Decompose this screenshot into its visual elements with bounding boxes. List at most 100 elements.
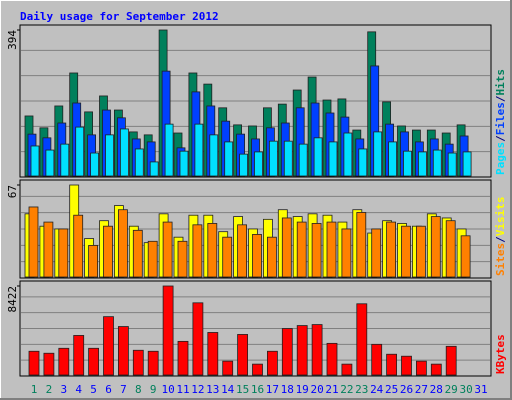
x-tick-label: 19 [296, 383, 309, 396]
bar [120, 128, 129, 177]
bar [432, 149, 442, 177]
bar [43, 352, 55, 376]
bar [30, 145, 40, 177]
bar [207, 332, 219, 376]
x-tick-label: 16 [251, 383, 264, 396]
y-tick-label: 394 [6, 30, 19, 50]
bar [43, 221, 54, 278]
bar [296, 221, 307, 278]
bar [147, 240, 158, 278]
bar [296, 325, 308, 376]
bar [371, 228, 382, 278]
bar [326, 221, 337, 278]
bar [388, 141, 398, 177]
bar [28, 350, 40, 376]
chart-title: Daily usage for September 2012 [20, 10, 219, 23]
bar [415, 225, 426, 278]
bar [268, 140, 278, 177]
bar [343, 132, 353, 177]
legend: Sites/Visits [494, 197, 507, 277]
x-tick-label: 24 [370, 383, 384, 396]
bar [356, 212, 367, 278]
bar [162, 221, 173, 278]
x-tick-label: 22 [340, 383, 353, 396]
bar [209, 134, 219, 177]
x-tick-label: 14 [221, 383, 235, 396]
x-tick-label: 27 [415, 383, 428, 396]
bar [313, 137, 323, 177]
bar [118, 209, 128, 278]
bar [298, 143, 308, 177]
bar [417, 151, 427, 177]
x-tick-label: 11 [176, 383, 189, 396]
x-tick-label: 20 [310, 383, 323, 396]
bar [73, 214, 84, 278]
x-tick-label: 28 [430, 383, 443, 396]
bar [281, 217, 292, 278]
legend-separator: / [494, 95, 507, 102]
legend-entry: Pages [494, 142, 507, 175]
legend-entry: Sites [494, 243, 507, 276]
x-tick-label: 29 [445, 383, 458, 396]
legend: KBytes [494, 334, 507, 374]
bar [88, 347, 99, 376]
x-tick-label: 18 [281, 383, 294, 396]
bar [207, 223, 218, 278]
bar [386, 221, 397, 278]
bar [401, 225, 411, 278]
bar [266, 350, 278, 376]
bar [283, 140, 293, 177]
bar [45, 149, 55, 177]
bar [311, 223, 322, 278]
bar [177, 340, 189, 376]
bar [179, 150, 189, 177]
bar [447, 152, 457, 177]
bar [311, 324, 323, 376]
bar [60, 143, 70, 177]
x-tick-label: 21 [325, 383, 338, 396]
bar [90, 152, 99, 177]
bar [237, 334, 249, 376]
bar [224, 141, 234, 177]
bar [58, 347, 70, 376]
x-tick-label: 7 [120, 383, 127, 396]
bar [252, 234, 262, 278]
bar [415, 360, 427, 376]
bar [103, 225, 113, 278]
bar [73, 335, 85, 376]
bar [237, 224, 248, 278]
bar [430, 363, 442, 376]
x-tick-label: 2 [46, 383, 53, 396]
x-tick-label: 10 [161, 383, 174, 396]
x-tick-label: 6 [105, 383, 112, 396]
legend-separator: / [494, 236, 507, 243]
legend-entry: Visits [494, 197, 507, 237]
bar [149, 161, 159, 177]
bar [445, 220, 456, 278]
bar [88, 245, 98, 278]
bar [341, 363, 353, 376]
bar [28, 206, 39, 278]
bar [254, 151, 263, 177]
bar [326, 342, 338, 376]
x-tick-label: 17 [266, 383, 279, 396]
bar [386, 353, 398, 376]
bar [328, 141, 338, 177]
x-tick-label: 31 [474, 383, 487, 396]
bar [103, 316, 114, 376]
x-tick-label: 9 [150, 383, 157, 396]
bar [341, 228, 352, 278]
bar [75, 126, 85, 177]
bar [134, 148, 144, 177]
legend-entry: Hits [494, 69, 507, 96]
legend-entry: KBytes [494, 334, 507, 374]
legend-entry: Files [494, 102, 507, 135]
x-tick-label: 3 [60, 383, 67, 396]
bar [147, 350, 159, 376]
bar [239, 153, 249, 177]
bar [356, 303, 368, 376]
bar [177, 240, 188, 278]
x-tick-label: 23 [355, 383, 368, 396]
